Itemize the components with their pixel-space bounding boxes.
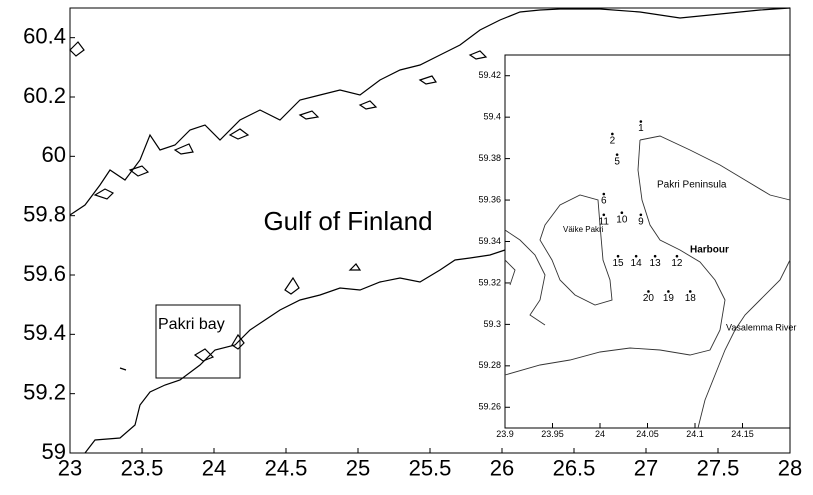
station — [653, 254, 657, 258]
y-tick-label: 59.42 — [478, 70, 501, 80]
y-tick-label: 59.36 — [478, 194, 501, 204]
x-tick-label: 25.5 — [409, 455, 452, 480]
sea-label: Gulf of Finland — [263, 206, 432, 236]
station — [620, 211, 624, 215]
station — [688, 290, 692, 293]
station-label: 19 — [663, 293, 675, 304]
station — [639, 120, 643, 123]
station-label: 15 — [612, 258, 624, 269]
station — [675, 254, 679, 258]
station — [602, 192, 606, 196]
west-coast — [504, 229, 546, 326]
station — [634, 254, 638, 258]
station-label: 9 — [638, 216, 644, 227]
station-label: 10 — [616, 214, 628, 225]
y-tick-label: 59.4 — [483, 112, 501, 122]
station-label: 12 — [671, 258, 683, 269]
station-label: 2 — [610, 136, 616, 147]
x-tick-label: 27 — [634, 455, 658, 480]
south-coast — [84, 249, 506, 454]
station — [602, 213, 606, 217]
station — [647, 290, 650, 293]
y-tick-label: 59.34 — [478, 236, 501, 246]
y-tick-label: 59.26 — [478, 402, 501, 412]
vaike-pakri — [539, 194, 613, 306]
station-label: 18 — [685, 293, 697, 304]
x-tick-label: 24.1 — [686, 429, 704, 439]
y-tick-label: 60.2 — [23, 83, 66, 108]
station-label: 20 — [643, 293, 655, 304]
y-tick-label: 59.4 — [23, 320, 66, 345]
y-tick-label: 60 — [42, 142, 66, 167]
place-label: Pakri Peninsula — [657, 180, 727, 191]
x-tick-label: 27.5 — [697, 455, 740, 480]
station-label: 14 — [631, 258, 643, 269]
y-tick-label: 59.38 — [478, 153, 501, 163]
x-tick-label: 26.5 — [553, 455, 596, 480]
x-tick-label: 23.9 — [496, 429, 514, 439]
x-tick-label: 28 — [778, 455, 802, 480]
box-label: Pakri bay — [158, 316, 225, 333]
y-tick-label: 59.32 — [478, 277, 501, 287]
station — [615, 153, 619, 156]
station-label: 11 — [599, 216, 610, 227]
place-label: Väike Pakri — [563, 225, 604, 234]
y-tick-label: 59 — [42, 439, 66, 464]
station-label: 1 — [638, 123, 644, 134]
x-tick-label: 24.05 — [636, 429, 659, 439]
x-tick-label: 24.5 — [265, 455, 308, 480]
east-coast — [697, 259, 791, 429]
peninsula-coast — [504, 135, 791, 376]
x-tick-label: 24 — [595, 429, 605, 439]
y-tick-label: 59.3 — [483, 319, 501, 329]
x-tick-label: 26 — [490, 455, 514, 480]
place-label: Vasalemma River — [726, 322, 796, 332]
pakri-bay-box — [155, 304, 241, 379]
station-label: 13 — [650, 258, 662, 269]
y-tick-label: 59.8 — [23, 201, 66, 226]
inset-frame — [504, 54, 791, 429]
station — [611, 132, 614, 136]
station — [667, 290, 670, 293]
south-islands — [119, 263, 362, 371]
x-tick-label: 23.5 — [121, 455, 164, 480]
station-label: 5 — [614, 156, 620, 167]
station — [616, 254, 620, 258]
north-islands — [69, 41, 488, 200]
y-tick-label: 59.28 — [478, 360, 501, 370]
north-coast — [69, 7, 791, 216]
x-tick-label: 24 — [202, 455, 226, 480]
place-label: Harbour — [690, 245, 729, 256]
y-tick-label: 60.4 — [23, 23, 66, 48]
y-tick-label: 59.6 — [23, 261, 66, 286]
y-tick-label: 59.2 — [23, 379, 66, 404]
x-tick-label: 23.95 — [541, 429, 564, 439]
x-tick-label: 24.15 — [731, 429, 754, 439]
station — [639, 213, 643, 217]
station-label: 6 — [601, 196, 607, 207]
x-tick-label: 25 — [346, 455, 370, 480]
x-tick-label: 23 — [58, 455, 82, 480]
